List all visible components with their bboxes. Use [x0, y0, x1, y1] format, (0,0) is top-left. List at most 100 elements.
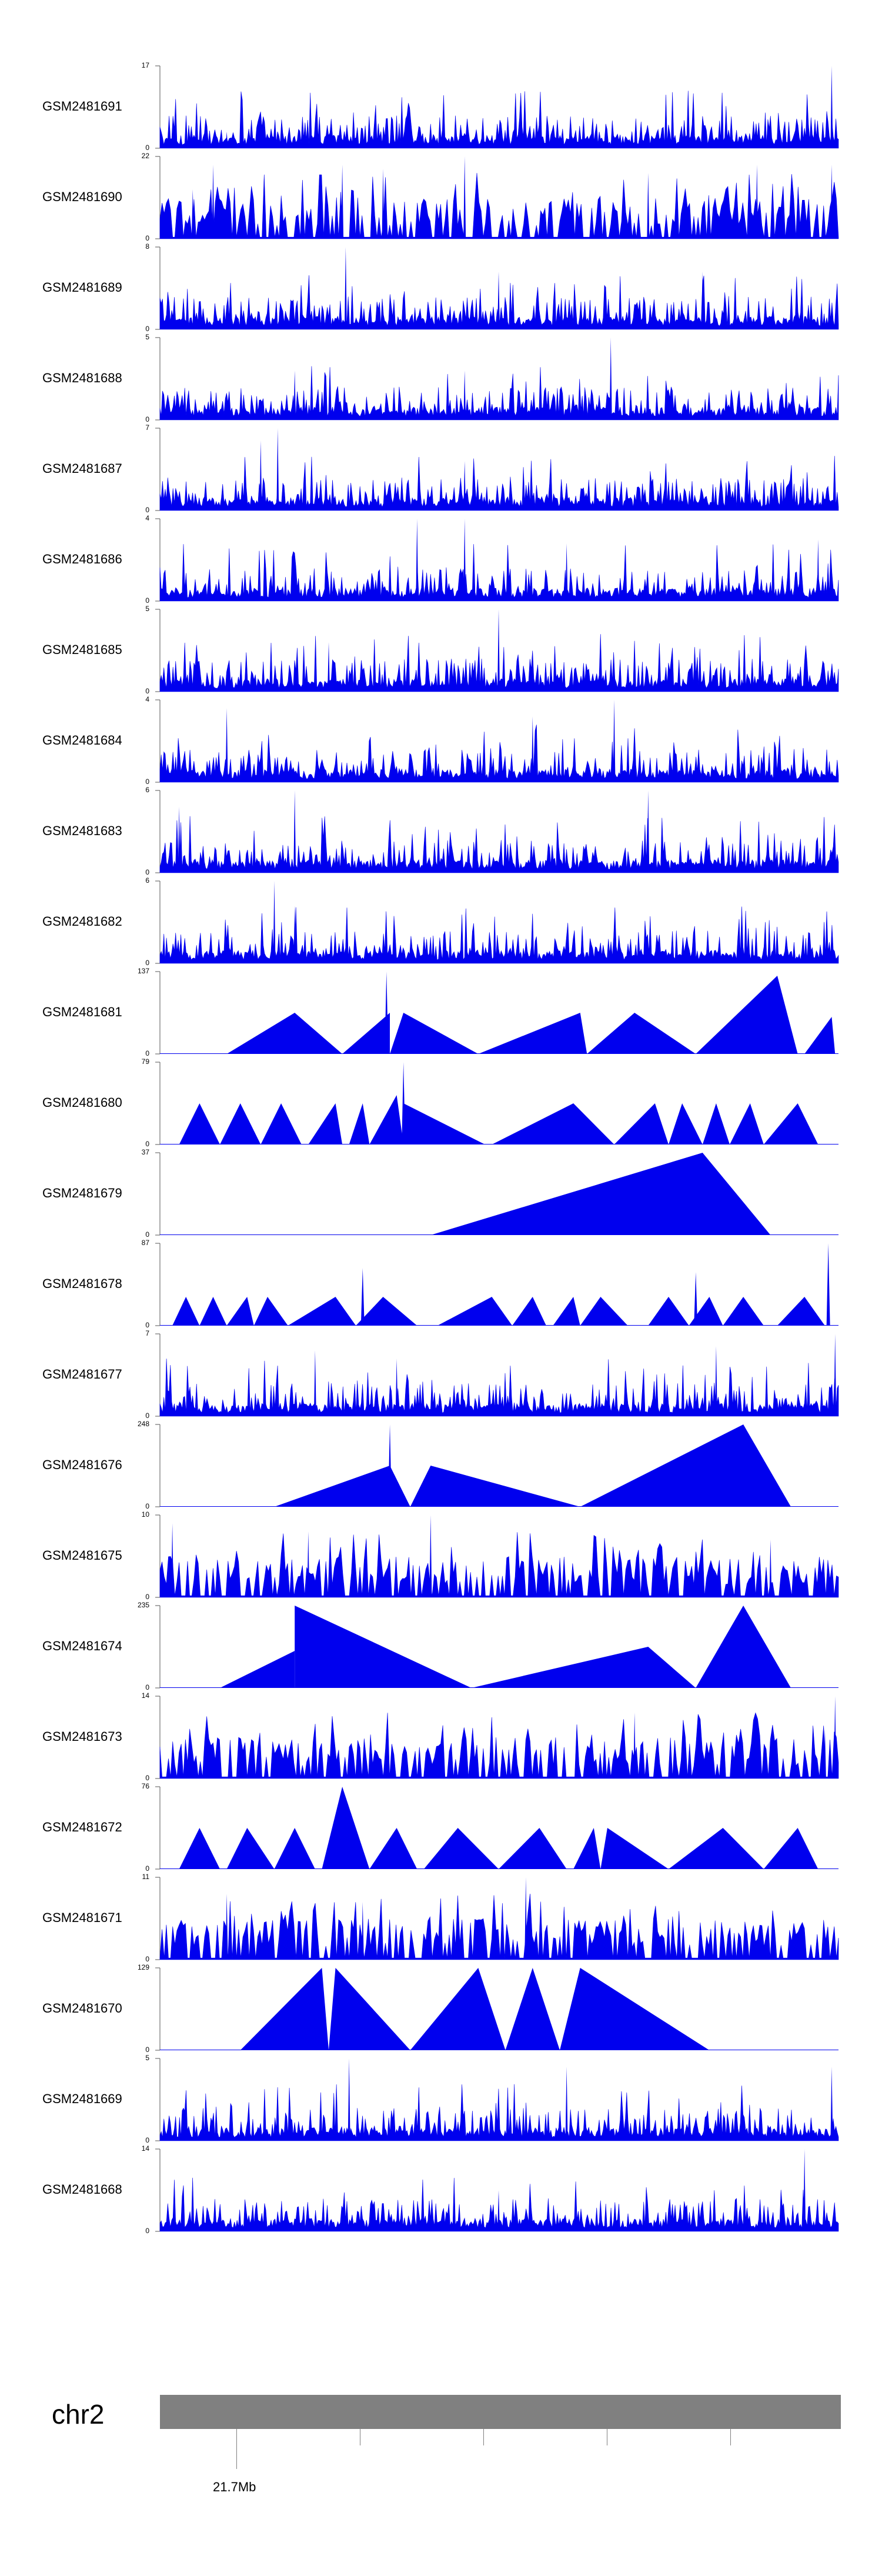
coverage-area	[159, 725, 839, 783]
coverage-peak	[689, 1297, 723, 1326]
sample-track: GSM2481673 14 0	[0, 1691, 882, 1782]
coverage-spike	[463, 156, 466, 239]
coverage-area	[159, 2084, 839, 2141]
y-axis-min-label: 0	[145, 778, 149, 786]
coverage-peak	[512, 1297, 546, 1326]
coverage-peak	[669, 1103, 703, 1144]
coverage-spike	[205, 1729, 208, 1778]
coverage-spike	[328, 642, 330, 692]
coverage-peak	[560, 1968, 710, 2050]
coverage-peak	[553, 1297, 580, 1326]
coverage-spike	[823, 1729, 826, 1778]
coverage-spike	[429, 130, 432, 148]
coverage-spike	[714, 1346, 717, 1416]
coverage-peak	[437, 1297, 513, 1326]
coverage-peak	[226, 1828, 275, 1869]
y-axis-min-label: 0	[145, 2046, 149, 2054]
coverage-peak	[580, 1297, 628, 1326]
coverage-spike	[834, 1334, 837, 1416]
coverage-spike	[307, 1531, 310, 1597]
y-axis-min-label: 0	[145, 1593, 149, 1601]
track-label: GSM2481675	[42, 1548, 122, 1563]
coverage-peak	[369, 1095, 404, 1144]
coverage-peak	[804, 1017, 836, 1054]
y-axis-max-label: 17	[141, 61, 149, 69]
sample-track: GSM2481668 14 0	[0, 2144, 882, 2235]
coverage-spike	[273, 881, 276, 963]
y-axis	[155, 1605, 161, 1689]
sample-track: GSM2481684 4 0	[0, 695, 882, 786]
coverage-peak	[308, 1103, 343, 1144]
sample-track: GSM2481677 7 0	[0, 1329, 882, 1420]
coverage-spike	[178, 807, 181, 873]
sample-track: GSM2481689 8 0	[0, 242, 882, 333]
coverage-peak	[226, 1013, 343, 1054]
coverage-peak	[329, 1968, 410, 2050]
y-axis	[155, 1786, 161, 1870]
track-label: GSM2481668	[42, 2182, 122, 2197]
y-axis-max-label: 129	[137, 1963, 149, 1971]
coverage-peak	[730, 1103, 764, 1144]
coverage-peak	[349, 1103, 370, 1144]
y-axis-min-label: 0	[145, 415, 149, 423]
coverage-spike	[817, 539, 820, 601]
sample-track: GSM2481688 5 0	[0, 333, 882, 423]
sample-track: GSM2481691 17 0	[0, 61, 882, 152]
track-label: GSM2481685	[42, 642, 122, 657]
track-plot	[155, 518, 839, 602]
y-axis-max-label: 235	[137, 1601, 149, 1609]
sample-track: GSM2481680 79 0	[0, 1057, 882, 1148]
coverage-peak	[179, 1103, 220, 1144]
track-plot	[155, 156, 839, 239]
y-axis-max-label: 22	[141, 152, 149, 160]
track-label: GSM2481672	[42, 1820, 122, 1834]
y-axis-max-label: 8	[145, 242, 149, 251]
coverage-area	[159, 1712, 839, 1779]
y-axis-max-label: 79	[141, 1057, 149, 1066]
coverage-spike	[463, 371, 466, 420]
coverage-spike	[382, 169, 385, 239]
track-plot	[155, 246, 839, 330]
sample-track: GSM2481675 10 0	[0, 1510, 882, 1601]
coverage-peak	[403, 1103, 485, 1144]
track-plot	[155, 1514, 839, 1598]
coverage-peak	[274, 1466, 410, 1507]
coverage-peak	[499, 1828, 567, 1869]
coverage-peak	[410, 1968, 506, 2050]
track-plot	[155, 880, 839, 964]
track-label: GSM2481684	[42, 733, 122, 748]
coverage-peak	[471, 1647, 696, 1688]
coverage-peak	[423, 1828, 499, 1869]
coverage-spike	[599, 634, 602, 692]
y-axis-min-label: 0	[145, 1412, 149, 1420]
coverage-spike	[497, 609, 500, 692]
sample-track: GSM2481682 6 0	[0, 876, 882, 967]
coverage-peak	[274, 1828, 315, 1869]
coverage-peak	[199, 1297, 227, 1326]
coverage-peak	[430, 1153, 771, 1235]
coverage-spike	[463, 461, 466, 510]
coverage-spike	[613, 700, 616, 782]
y-axis	[155, 880, 161, 964]
coverage-peak	[390, 1013, 479, 1054]
coverage-peak	[342, 1013, 390, 1054]
y-axis	[155, 790, 161, 873]
y-axis	[155, 518, 161, 602]
coverage-peak	[696, 1606, 791, 1688]
coverage-peak	[777, 1297, 825, 1326]
chromosome-bar	[160, 2395, 841, 2429]
coverage-spike	[834, 1696, 837, 1778]
y-axis-min-label: 0	[145, 2227, 149, 2235]
coverage-spike	[402, 1062, 406, 1144]
track-plot	[155, 65, 839, 149]
y-axis-min-label: 0	[145, 325, 149, 333]
sample-track: GSM2481671 11 0	[0, 1873, 882, 1963]
coverage-spike	[647, 128, 650, 148]
y-axis	[155, 246, 161, 330]
coverage-peak	[702, 1103, 730, 1144]
coverage-spike	[756, 165, 759, 239]
coverage-peak	[240, 1968, 329, 2050]
coverage-peak	[492, 1103, 614, 1144]
y-axis	[155, 1424, 161, 1507]
sample-track: GSM2481679 37 0	[0, 1148, 882, 1239]
